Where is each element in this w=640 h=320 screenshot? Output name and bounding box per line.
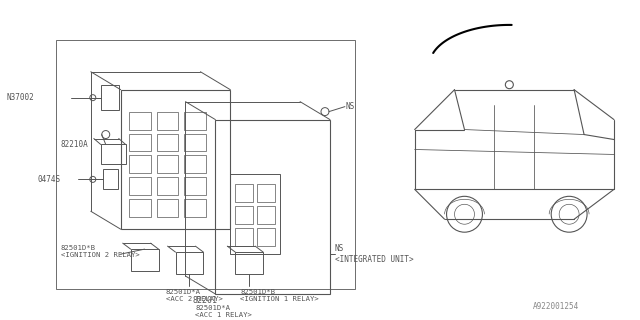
Text: N37002: N37002	[6, 93, 34, 102]
Bar	[175, 252, 204, 274]
Bar	[257, 206, 275, 224]
Bar	[236, 206, 253, 224]
Bar	[129, 112, 150, 130]
Text: 82501D*B
<IGNITION 2 RELAY>: 82501D*B <IGNITION 2 RELAY>	[61, 244, 140, 258]
Bar	[184, 156, 206, 173]
Bar	[184, 199, 206, 217]
Text: A922001254: A922001254	[533, 302, 579, 311]
Bar	[157, 177, 179, 195]
Bar	[129, 133, 150, 151]
Bar	[236, 184, 253, 202]
Text: 82501D*B
<IGNITION 1 RELAY>: 82501D*B <IGNITION 1 RELAY>	[240, 290, 319, 302]
Bar	[157, 133, 179, 151]
Bar	[257, 184, 275, 202]
Bar	[230, 174, 280, 254]
Bar	[129, 156, 150, 173]
Bar	[184, 177, 206, 195]
Bar	[257, 228, 275, 246]
Bar	[157, 112, 179, 130]
Text: 82501D*A
<ACC 1 RELAY>: 82501D*A <ACC 1 RELAY>	[195, 305, 252, 318]
Bar	[236, 252, 263, 274]
Bar	[236, 228, 253, 246]
Text: NS: NS	[346, 102, 355, 111]
Bar	[131, 249, 159, 271]
Bar	[121, 90, 230, 229]
Text: NS
<INTEGRATED UNIT>: NS <INTEGRATED UNIT>	[335, 244, 413, 264]
Text: 82501D*A
<ACC 2 RELAY>: 82501D*A <ACC 2 RELAY>	[166, 290, 223, 302]
Bar	[216, 120, 330, 294]
Text: 0474S: 0474S	[38, 175, 61, 184]
Bar	[157, 199, 179, 217]
Text: 82201: 82201	[193, 296, 218, 306]
Bar	[103, 169, 118, 189]
Bar	[129, 199, 150, 217]
Bar	[56, 40, 355, 289]
Bar	[129, 177, 150, 195]
Bar	[184, 133, 206, 151]
Bar	[157, 156, 179, 173]
Text: 82210A: 82210A	[61, 140, 89, 149]
Bar	[100, 145, 125, 164]
Bar	[184, 112, 206, 130]
Bar	[100, 85, 118, 110]
